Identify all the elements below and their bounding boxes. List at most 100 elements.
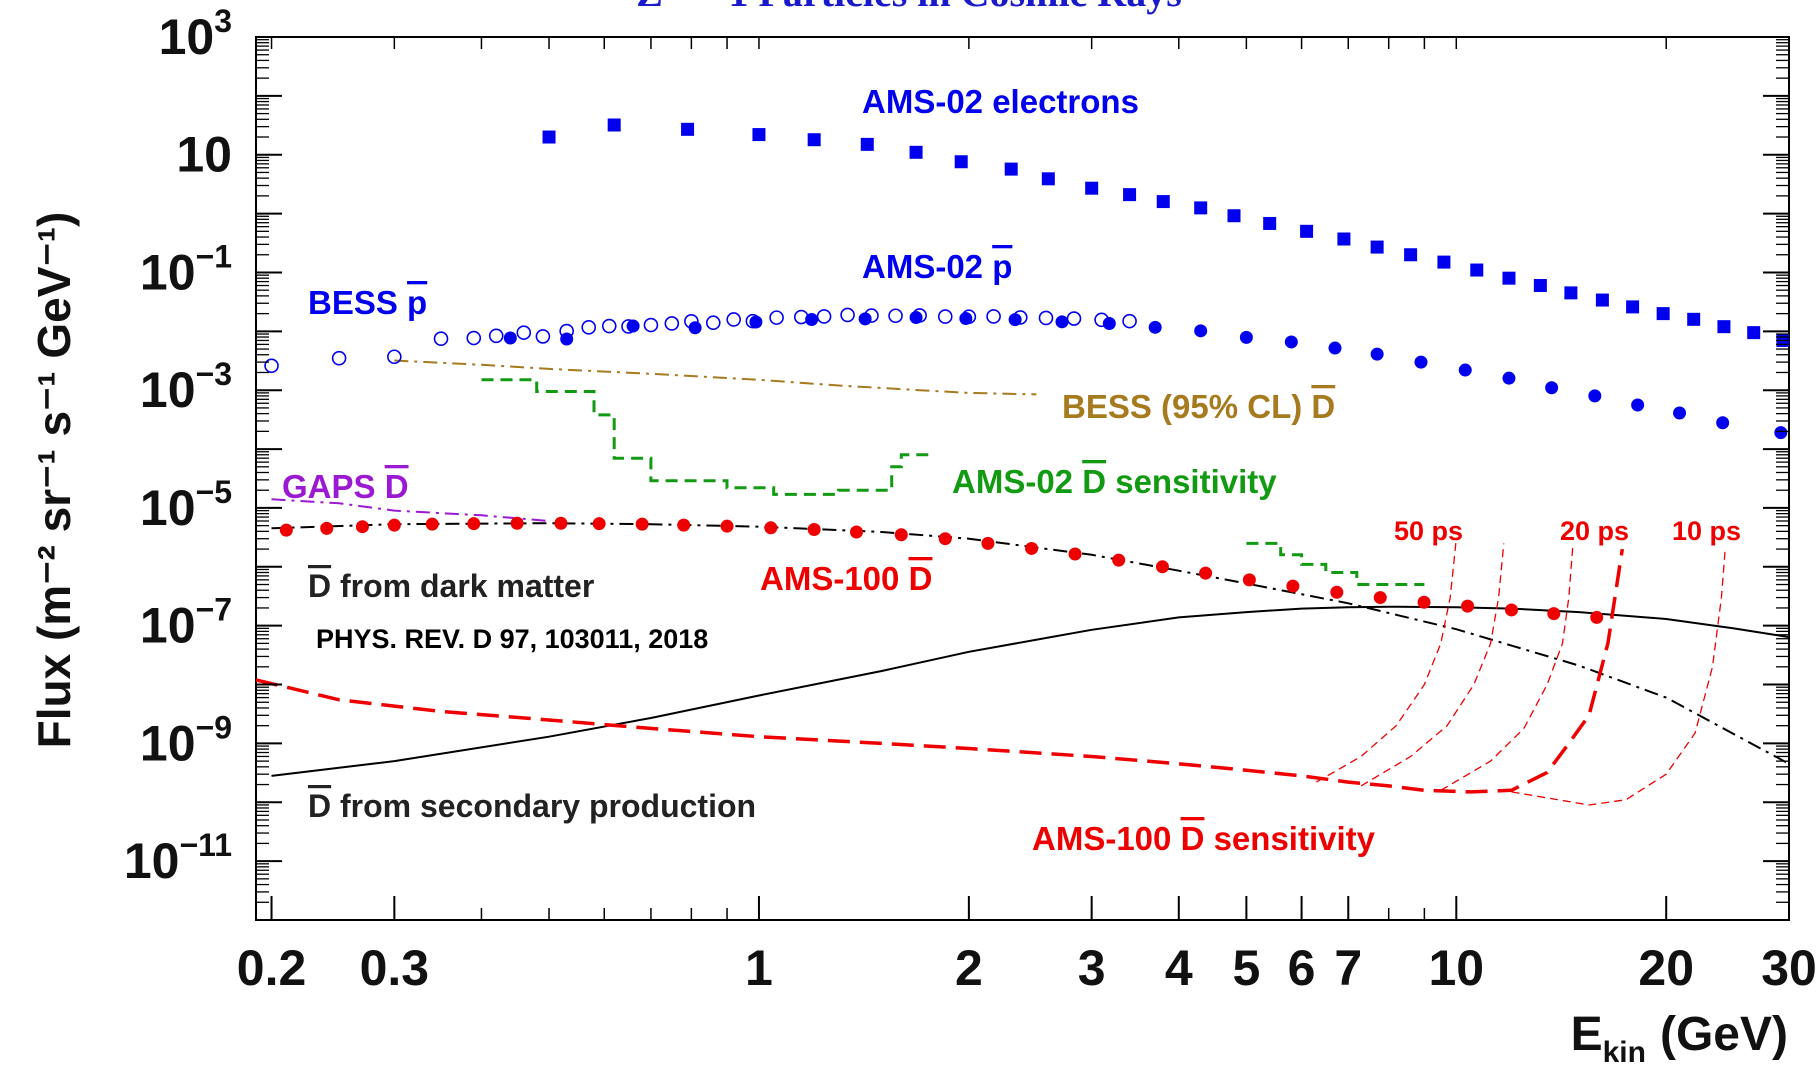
marker-ams-02-p bbox=[626, 319, 640, 333]
marker-ams-02-electrons bbox=[954, 155, 968, 169]
y-tick-label: 10−1 bbox=[140, 238, 232, 300]
marker-bess-p bbox=[1094, 312, 1109, 328]
annotation-10: AMS-100 D sensitivity bbox=[1032, 820, 1376, 857]
y-tick-label: 10−7 bbox=[140, 592, 232, 654]
marker-bess-p bbox=[961, 309, 977, 325]
marker-ams-02-p bbox=[1631, 398, 1645, 412]
marker-ams-02-electrons bbox=[1194, 201, 1208, 215]
marker-ams-100-d bbox=[635, 517, 649, 531]
marker-ams-02-electrons bbox=[752, 128, 766, 142]
annotation-5: AMS-02 D sensitivity bbox=[952, 463, 1277, 500]
annotation-text: from secondary production bbox=[331, 788, 756, 824]
marker-ams-100-d bbox=[1330, 585, 1344, 599]
y-tick-label-exponent: −1 bbox=[196, 238, 232, 274]
marker-bess-p bbox=[745, 313, 761, 329]
annotation-text: AMS-100 bbox=[1032, 820, 1181, 857]
marker-ams-100-d bbox=[677, 518, 691, 532]
marker-ams-100-d bbox=[387, 518, 401, 532]
marker-ams-02-p bbox=[560, 332, 574, 346]
marker-ams-02-electrons bbox=[1404, 248, 1418, 262]
plot-frame bbox=[255, 36, 1790, 921]
marker-ams-100-d bbox=[467, 517, 481, 531]
annotation-overlined-symbol: p bbox=[407, 284, 427, 321]
marker-ams-02-electrons bbox=[1156, 195, 1170, 209]
annotation-7: D from dark matter bbox=[308, 568, 594, 604]
marker-ams-100-d bbox=[720, 519, 734, 533]
marker-ams-100-d bbox=[355, 520, 369, 534]
y-tick-label-base: 10 bbox=[140, 244, 196, 300]
x-tick-label: 10 bbox=[1428, 940, 1484, 996]
x-axis-label-main: E bbox=[1571, 1008, 1603, 1061]
marker-bess-p bbox=[643, 317, 659, 333]
annotation-text: PHYS. REV. D 97, 103011, 2018 bbox=[316, 624, 708, 654]
y-tick-label-base: 10 bbox=[140, 598, 196, 654]
curve-ams-02-d-sensitivity-5 bbox=[1246, 541, 1425, 586]
annotation-13: 10 ps bbox=[1672, 516, 1741, 546]
marker-bess-p bbox=[535, 329, 551, 344]
y-tick-label-exponent: −9 bbox=[196, 709, 232, 745]
marker-ams-100-d bbox=[1242, 573, 1256, 587]
y-tick-label-exponent: 3 bbox=[214, 3, 232, 39]
x-tick-label: 4 bbox=[1165, 940, 1193, 996]
marker-ams-100-d bbox=[1155, 560, 1169, 574]
annotation-text: AMS-02 electrons bbox=[862, 83, 1139, 120]
annotation-overlined-symbol: D bbox=[308, 788, 331, 824]
marker-ams-100-d bbox=[849, 525, 863, 539]
marker-bess-p bbox=[726, 312, 741, 327]
marker-ams-02-p bbox=[1055, 315, 1069, 329]
marker-ams-100-d bbox=[592, 517, 606, 531]
marker-ams-100-d bbox=[807, 523, 821, 537]
annotation-overlined-symbol: D bbox=[1082, 463, 1106, 500]
marker-bess-p bbox=[581, 320, 597, 335]
marker-ams-100-d bbox=[1286, 579, 1300, 593]
marker-bess-p bbox=[888, 308, 903, 324]
y-tick-label-exponent: −5 bbox=[196, 474, 232, 510]
marker-ams-02-p bbox=[1102, 316, 1116, 330]
curve-d-from-dark-matter-0 bbox=[271, 522, 1790, 765]
y-axis-label: Flux (m⁻² sr⁻¹ s⁻¹ GeV⁻¹) bbox=[28, 212, 80, 749]
marker-bess-p bbox=[684, 314, 699, 329]
marker-ams-02-electrons bbox=[909, 145, 923, 159]
marker-ams-02-p bbox=[1673, 406, 1687, 420]
curves-layer bbox=[255, 359, 1790, 806]
marker-ams-100-d bbox=[764, 521, 778, 535]
y-tick-label: 10−3 bbox=[140, 356, 232, 418]
y-tick-label: 10−5 bbox=[140, 474, 232, 536]
marker-bess-p bbox=[387, 349, 402, 365]
x-tick-label: 3 bbox=[1078, 940, 1106, 996]
annotation-text: sensitivity bbox=[1204, 820, 1375, 857]
x-tick-label: 30 bbox=[1761, 940, 1817, 996]
marker-ams-100-d bbox=[425, 517, 439, 531]
marker-ams-100-d bbox=[981, 536, 995, 550]
marker-ams-02-p bbox=[1414, 355, 1428, 369]
marker-ams-02-electrons bbox=[860, 137, 874, 151]
marker-bess-p bbox=[864, 308, 879, 323]
axes-layer: 0.2 0.3 1 2 3 4 5 6 7 10 20 301031010−110−310−510−7… bbox=[124, 3, 1817, 996]
marker-bess-p bbox=[912, 308, 927, 323]
marker-bess-p bbox=[331, 350, 347, 366]
marker-bess-p bbox=[488, 328, 504, 344]
marker-ams-100-d bbox=[279, 523, 293, 537]
marker-ams-02-electrons bbox=[1085, 181, 1099, 195]
x-axis-label: Ekin (GeV) bbox=[1571, 1008, 1788, 1067]
y-tick-label: 10−11 bbox=[124, 827, 232, 889]
marker-ams-100-d bbox=[510, 516, 524, 530]
marker-bess-p bbox=[769, 310, 784, 325]
marker-ams-100-d bbox=[1373, 591, 1387, 605]
y-tick-label-base: 10 bbox=[159, 9, 215, 65]
annotation-text: 50 ps bbox=[1394, 516, 1463, 546]
marker-ams-02-electrons bbox=[1595, 293, 1609, 307]
marker-ams-02-p bbox=[1774, 426, 1788, 440]
marker-ams-02-electrons bbox=[1227, 209, 1241, 223]
marker-ams-02-electrons bbox=[1747, 326, 1761, 340]
marker-ams-02-electrons bbox=[1502, 271, 1516, 285]
x-tick-label: 6 bbox=[1288, 940, 1316, 996]
curve-10-ps-10 bbox=[1511, 549, 1726, 806]
annotation-text: from dark matter bbox=[331, 568, 594, 604]
annotation-8: PHYS. REV. D 97, 103011, 2018 bbox=[316, 624, 708, 654]
marker-ams-02-electrons bbox=[1656, 307, 1670, 321]
marker-ams-02-p bbox=[1284, 335, 1298, 349]
marker-ams-02-electrons bbox=[681, 122, 695, 136]
marker-bess-p bbox=[840, 307, 855, 323]
chart-title: Z = −1 Particles in Cosmic Rays bbox=[636, 0, 1182, 15]
